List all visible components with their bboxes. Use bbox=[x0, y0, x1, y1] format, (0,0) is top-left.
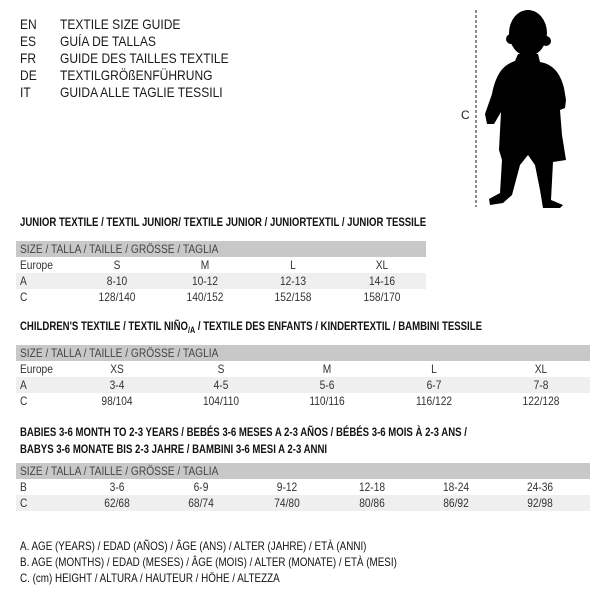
lang-title-de: TEXTILGRÖßENFÜHRUNG bbox=[60, 67, 213, 83]
table-row: A 8-10 10-12 12-13 14-16 bbox=[16, 273, 426, 289]
children-title-rest: / TEXTILE DES ENFANTS / KINDERTEXTIL / B… bbox=[195, 319, 482, 333]
size-header-label: SIZE / TALLA / TAILLE / GRÖSSE / TAGLIA bbox=[20, 346, 219, 360]
row-label: Europe bbox=[20, 362, 53, 376]
table-cell: 158/170 bbox=[363, 290, 401, 304]
table-cell: 18-24 bbox=[442, 480, 470, 494]
table-cell: 62/68 bbox=[104, 496, 130, 510]
legend-age-years: A. AGE (YEARS) / EDAD (AÑOS) / ÂGE (ANS)… bbox=[20, 539, 367, 553]
table-cell: 3-6 bbox=[109, 480, 125, 494]
table-cell: 9-12 bbox=[276, 480, 298, 494]
table-header: SIZE / TALLA / TAILLE / GRÖSSE / TAGLIA bbox=[16, 345, 590, 361]
row-label: A bbox=[20, 378, 27, 392]
table-cell: S bbox=[217, 362, 225, 376]
table-cell: 104/110 bbox=[202, 394, 240, 408]
table-cell: XL bbox=[375, 258, 389, 272]
table-cell: 68/74 bbox=[188, 496, 214, 510]
table-cell: 152/158 bbox=[274, 290, 312, 304]
table-row: C 128/140 140/152 152/158 158/170 bbox=[16, 289, 426, 305]
table-cell: 110/116 bbox=[309, 394, 345, 408]
table-cell: 5-6 bbox=[319, 378, 335, 392]
lang-title-en: TEXTILE SIZE GUIDE bbox=[60, 16, 181, 32]
row-label: B bbox=[20, 480, 27, 494]
table-cell: 7-8 bbox=[533, 378, 549, 392]
size-header-label: SIZE / TALLA / TAILLE / GRÖSSE / TAGLIA bbox=[20, 464, 219, 478]
lang-code-it: IT bbox=[20, 84, 31, 100]
table-cell: 6-9 bbox=[193, 480, 209, 494]
table-cell: L bbox=[431, 362, 437, 376]
table-cell: XL bbox=[534, 362, 548, 376]
baby-silhouette-icon bbox=[475, 10, 566, 208]
table-cell: 86/92 bbox=[443, 496, 469, 510]
height-measure-label: C bbox=[461, 108, 470, 122]
table-cell: 92/98 bbox=[527, 496, 553, 510]
table-header: SIZE / TALLA / TAILLE / GRÖSSE / TAGLIA bbox=[16, 463, 590, 479]
table-header: SIZE / TALLA / TAILLE / GRÖSSE / TAGLIA bbox=[16, 241, 426, 257]
lang-title-es: GUÍA DE TALLAS bbox=[60, 33, 156, 49]
lang-code-de: DE bbox=[20, 67, 37, 83]
table-cell: 12-18 bbox=[358, 480, 386, 494]
lang-code-en: EN bbox=[20, 16, 37, 32]
table-cell: 140/152 bbox=[186, 290, 224, 304]
table-cell: 24-36 bbox=[526, 480, 554, 494]
row-label: Europe bbox=[20, 258, 53, 272]
babies-title-line1: BABIES 3-6 MONTH TO 2-3 YEARS / BEBÉS 3-… bbox=[20, 425, 467, 439]
row-label: C bbox=[20, 394, 28, 408]
table-row: C 62/68 68/74 74/80 80/86 86/92 92/98 bbox=[16, 495, 590, 511]
table-cell: M bbox=[200, 258, 210, 272]
row-label: C bbox=[20, 290, 28, 304]
table-cell: 116/122 bbox=[415, 394, 453, 408]
table-cell: 128/140 bbox=[98, 290, 136, 304]
table-cell: L bbox=[290, 258, 296, 272]
table-cell: M bbox=[322, 362, 332, 376]
legend-age-months: B. AGE (MONTHS) / EDAD (MESES) / ÂGE (MO… bbox=[20, 555, 397, 569]
table-cell: 122/128 bbox=[522, 394, 560, 408]
table-row: Europe S M L XL bbox=[16, 257, 426, 273]
size-header-label: SIZE / TALLA / TAILLE / GRÖSSE / TAGLIA bbox=[20, 242, 219, 256]
table-row: B 3-6 6-9 9-12 12-18 18-24 24-36 bbox=[16, 479, 590, 495]
babies-size-table: SIZE / TALLA / TAILLE / GRÖSSE / TAGLIA … bbox=[16, 463, 590, 511]
junior-section-title: JUNIOR TEXTILE / TEXTIL JUNIOR/ TEXTILE … bbox=[20, 215, 427, 229]
table-cell: 4-5 bbox=[213, 378, 229, 392]
children-size-table: SIZE / TALLA / TAILLE / GRÖSSE / TAGLIA … bbox=[16, 345, 590, 409]
table-cell: XS bbox=[110, 362, 124, 376]
lang-code-fr: FR bbox=[20, 50, 37, 66]
babies-title-line2: BABYS 3-6 MONATE BIS 2-3 JAHRE / BAMBINI… bbox=[20, 442, 328, 456]
junior-size-table: SIZE / TALLA / TAILLE / GRÖSSE / TAGLIA … bbox=[16, 241, 426, 305]
table-cell: 98/104 bbox=[101, 394, 133, 408]
children-title-main: CHILDREN'S TEXTILE / TEXTIL NIÑO bbox=[20, 319, 188, 333]
table-cell: 80/86 bbox=[359, 496, 385, 510]
table-cell: 12-13 bbox=[279, 274, 307, 288]
table-cell: 8-10 bbox=[106, 274, 128, 288]
table-cell: 14-16 bbox=[368, 274, 396, 288]
lang-code-es: ES bbox=[20, 33, 37, 49]
table-cell: S bbox=[113, 258, 121, 272]
table-row: A 3-4 4-5 5-6 6-7 7-8 bbox=[16, 377, 590, 393]
row-label: C bbox=[20, 496, 28, 510]
children-section-title: CHILDREN'S TEXTILE / TEXTIL NIÑO/A / TEX… bbox=[20, 318, 482, 339]
table-cell: 10-12 bbox=[191, 274, 219, 288]
children-title-suffix: /A bbox=[187, 325, 196, 335]
table-cell: 3-4 bbox=[109, 378, 125, 392]
table-row: C 98/104 104/110 110/116 116/122 122/128 bbox=[16, 393, 590, 409]
lang-title-fr: GUIDE DES TAILLES TEXTILE bbox=[60, 50, 229, 66]
lang-title-it: GUIDA ALLE TAGLIE TESSILI bbox=[60, 84, 223, 100]
table-cell: 6-7 bbox=[426, 378, 442, 392]
table-cell: 74/80 bbox=[274, 496, 300, 510]
legend-height: C. (cm) HEIGHT / ALTURA / HAUTEUR / HÖHE… bbox=[20, 571, 280, 585]
table-row: Europe XS S M L XL bbox=[16, 361, 590, 377]
row-label: A bbox=[20, 274, 27, 288]
